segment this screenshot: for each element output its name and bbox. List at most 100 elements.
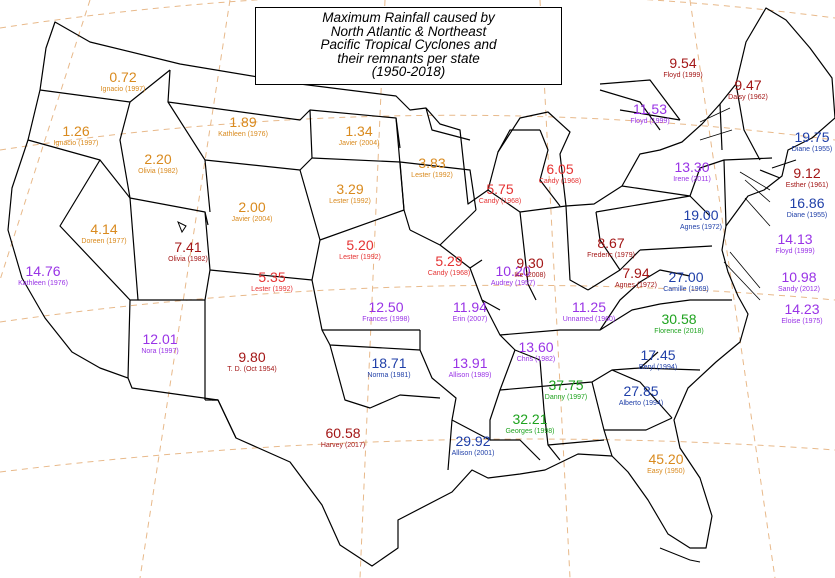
rainfall-value-nc: 30.58: [661, 311, 697, 327]
rainfall-value-oh: 8.67: [597, 235, 625, 251]
state-label-ny: 13.30 Irene (2011): [673, 160, 711, 184]
storm-name-nj: Floyd (1999): [775, 248, 815, 255]
state-label-sd: 3.29 Lester (1992): [329, 182, 371, 206]
coastal-islands: [177, 159, 797, 563]
state-label-ms: 32.21 Georges (1998): [505, 412, 554, 436]
state-label-in: 9.30 Ike (2008): [514, 256, 546, 280]
state-label-ut: 7.41 Olivia (1982): [168, 240, 208, 264]
state-label-id: 2.20 Olivia (1982): [138, 152, 178, 176]
storm-name-de: Sandy (2012): [777, 286, 821, 293]
rainfall-value-az: 12.01: [142, 331, 178, 347]
state-label-de: 10.98 Sandy (2012): [778, 270, 820, 294]
rainfall-value-ar: 13.91: [452, 355, 488, 371]
state-label-wa: 0.72 Ignacio (1997): [101, 70, 146, 94]
state-label-va: 27.00 Camille (1969): [663, 270, 709, 294]
state-label-wy: 2.00 Javier (2004): [232, 200, 273, 224]
state-label-mo: 11.94 Erin (2007): [453, 300, 488, 324]
storm-name-mi: Candy (1968): [538, 178, 582, 185]
rainfall-value-tn: 13.60: [518, 339, 554, 355]
state-label-pa: 19.00 Agnes (1972): [680, 208, 722, 232]
storm-name-vt: Floyd (1999): [630, 118, 670, 125]
rainfall-value-mn: 3.83: [418, 155, 446, 171]
state-label-al: 37.75 Danny (1997): [545, 378, 587, 402]
storm-name-nc: Florence (2018): [654, 328, 704, 335]
storm-name-wa: Ignacio (1997): [100, 86, 146, 93]
storm-name-az: Nora (1997): [141, 348, 179, 355]
state-label-ks: 12.50 Frances (1998): [362, 300, 409, 324]
storm-name-fl: Easy (1950): [647, 468, 685, 475]
storm-name-nm: T. D. (Oct 1954): [227, 366, 277, 373]
storm-name-ar: Allison (1989): [448, 372, 492, 379]
storm-name-me: Daisy (1962): [728, 94, 768, 101]
title-line: Maximum Rainfall caused by: [322, 10, 495, 25]
storm-name-ok: Norma (1981): [367, 372, 411, 379]
state-label-ga: 27.85 Alberto (1994): [619, 384, 663, 408]
state-label-tn: 13.60 Chris (1982): [517, 340, 556, 364]
rainfall-value-me: 9.47: [734, 77, 762, 93]
rainfall-value-co: 5.35: [258, 269, 286, 285]
rainfall-value-ca: 14.76: [25, 263, 61, 279]
state-label-ia: 5.29 Candy (1968): [428, 254, 470, 278]
rainfall-value-mo: 11.94: [452, 299, 487, 315]
state-label-ri: 9.12 Esther (1961): [786, 166, 828, 190]
rainfall-value-wy: 2.00: [238, 199, 266, 215]
state-label-me: 9.47 Daisy (1962): [728, 78, 768, 102]
state-label-ne: 5.20 Lester (1992): [339, 238, 381, 262]
storm-name-ma: Diane (1955): [791, 146, 833, 153]
rainfall-value-il: 10.20: [495, 263, 531, 279]
storm-name-la: Allison (2001): [451, 450, 495, 457]
map-title: Maximum Rainfall caused by North Atlanti…: [255, 7, 562, 85]
rainfall-value-vt: 11.53: [632, 101, 667, 117]
rainfall-value-ct: 16.86: [789, 195, 825, 211]
state-label-mt: 1.89 Kathleen (1976): [218, 115, 268, 139]
storm-name-in: Ike (2008): [514, 272, 546, 279]
state-label-nh: 9.54 Floyd (1999): [663, 56, 702, 80]
storm-name-mn: Lester (1992): [411, 172, 453, 179]
storm-name-al: Danny (1997): [544, 394, 588, 401]
state-label-ky: 11.25 Unnamed (1960): [563, 300, 616, 324]
storm-name-id: Olivia (1982): [138, 168, 178, 175]
rainfall-value-nv: 4.14: [90, 221, 118, 237]
rainfall-value-ma: 19.75: [794, 129, 830, 145]
storm-name-ga: Alberto (1994): [618, 400, 664, 407]
state-label-vt: 11.53 Floyd (1999): [630, 102, 669, 126]
storm-name-tn: Chris (1982): [516, 356, 556, 363]
storm-name-ri: Esther (1961): [785, 182, 829, 189]
rainfall-value-id: 2.20: [144, 151, 172, 167]
state-label-or: 1.26 Ignacio (1997): [54, 124, 99, 148]
rainfall-value-in: 9.30: [516, 255, 544, 271]
title-line: Pacific Tropical Cyclones and: [320, 37, 497, 53]
rainfall-value-or: 1.26: [62, 123, 90, 139]
storm-name-ct: Diane (1955): [786, 212, 828, 219]
state-label-wi: 5.75 Candy (1968): [479, 182, 521, 206]
rainfall-value-va: 27.00: [668, 269, 704, 285]
storm-name-mo: Erin (2007): [452, 316, 488, 323]
state-label-nd: 1.34 Javier (2004): [339, 124, 380, 148]
state-label-il: 10.20 Audrey (1957): [491, 264, 535, 288]
rainfall-value-sc: 17.45: [640, 347, 676, 363]
rainfall-value-la: 29.92: [455, 433, 491, 449]
state-borders: [7, 7, 835, 567]
state-label-wv: 7.94 Agnes (1972): [615, 266, 657, 290]
state-label-ok: 18.71 Norma (1981): [367, 356, 410, 380]
state-label-fl: 45.20 Easy (1950): [647, 452, 685, 476]
rainfall-value-wa: 0.72: [109, 69, 137, 85]
rainfall-value-de: 10.98: [781, 269, 817, 285]
storm-name-wv: Agnes (1972): [614, 282, 658, 289]
state-label-mi: 6.05 Candy (1968): [539, 162, 581, 186]
state-label-md: 14.23 Eloise (1975): [781, 302, 822, 326]
storm-name-il: Audrey (1957): [490, 280, 536, 287]
rainfall-value-nd: 1.34: [345, 123, 373, 139]
rainfall-value-tx: 60.58: [325, 425, 361, 441]
storm-name-ne: Lester (1992): [339, 254, 381, 261]
rainfall-value-mt: 1.89: [229, 114, 257, 130]
rainfall-value-ia: 5.29: [435, 253, 463, 269]
rainfall-value-ks: 12.50: [368, 299, 404, 315]
storm-name-pa: Agnes (1972): [679, 224, 723, 231]
rainfall-value-nm: 9.80: [238, 349, 266, 365]
storm-name-ia: Candy (1968): [427, 270, 471, 277]
title-line: North Atlantic & Northeast: [330, 23, 487, 39]
rainfall-value-md: 14.23: [784, 301, 820, 317]
